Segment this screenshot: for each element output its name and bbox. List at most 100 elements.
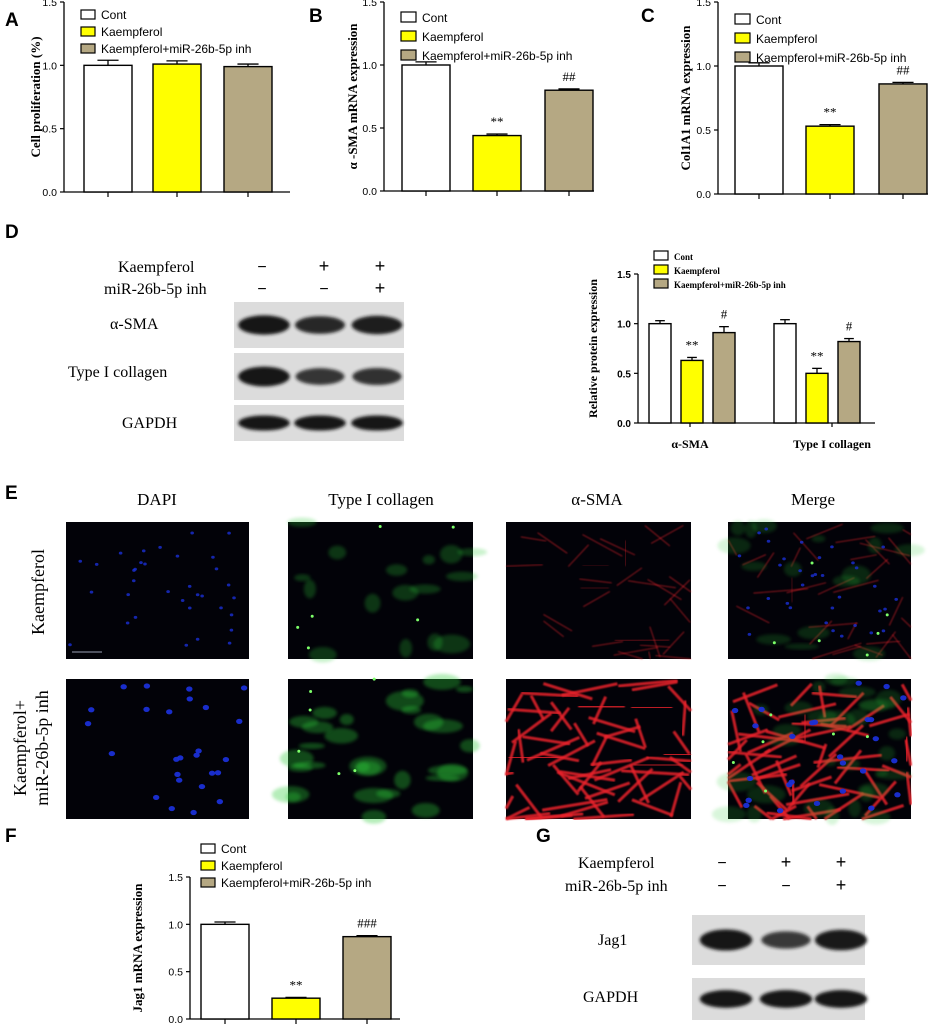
micro-nucleus [883,608,887,611]
micro-nucleus [95,563,99,566]
micro-nucleus [856,681,862,686]
micro-panel-1-0 [66,679,249,819]
blot-d-kaempferol-label: Kaempferol [118,259,195,276]
chart-b-legend-swatch-0 [401,12,416,22]
micro-collagen [839,686,876,697]
micro-panel-0-3 [718,519,925,661]
micro-nucleus [227,584,231,587]
chart-f-bar-0 [201,924,249,1019]
chart-d-legend-label-0: Cont [674,252,693,262]
blot-d-inhibitor-label: miR-26b-5p inh [104,281,207,298]
chart-c-legend-label-1: Kaempferol [756,32,817,46]
chart-f-ytick-label: 0.5 [168,967,183,979]
micro-nucleus [900,695,906,700]
micro-nucleus [132,579,136,582]
chart-d-bar-1-1-annotation: ** [811,348,824,363]
micro-nucleus [747,776,753,781]
micro-nucleus [188,585,192,588]
micro-fiber [506,773,514,775]
micro-nucleus [881,546,885,549]
micro-collagen [858,783,889,797]
microscopy-grid: DAPI Type I collagen α-SMA Merge Kaempfe… [10,490,925,825]
chart-f-legend-label-2: Kaempferol+miR-26b-5p inh [221,876,371,890]
micro-nucleus [230,613,234,616]
panel-letter-e: E [5,483,18,504]
panel-letter-g: G [536,826,551,847]
micro-row-kaempferol: Kaempferol [28,549,48,635]
micro-nucleus [882,629,886,632]
micro-nucleus [203,705,209,710]
blot-d-band-1-1 [296,368,345,385]
panel-letter-c: C [641,6,655,27]
micro-collagen [272,786,310,803]
micro-collagen [376,789,400,798]
micro-collagen [309,647,337,663]
chart-c-bar-2 [879,84,927,194]
chart-c-ylabel: Col1A1 mRNA expression [678,25,693,171]
chart-d-ytick-label: 0.0 [617,419,631,430]
chart-a-legend-swatch-0 [81,10,95,19]
chart-c-ytick-label: 0.0 [696,189,711,201]
micro-nucleus [132,569,136,572]
chart-d-legend-label-1: Kaempferol [674,266,720,276]
blot-d-sign-1-3: + [375,256,386,276]
micro-collagen-dot [307,646,310,649]
micro-nucleus [840,789,846,794]
chart-a-bar-0 [84,65,132,192]
micro-nucleus [865,717,871,722]
micro-col-dapi: DAPI [137,490,177,509]
micro-collagen [288,764,312,772]
micro-nucleus [143,563,147,566]
panel-letter-d: D [5,222,19,243]
micro-collagen [889,729,907,740]
chart-d-legend-label-2: Kaempferol+miR-26b-5p inh [674,280,786,290]
chart-f-legend-label-1: Kaempferol [221,859,282,873]
micro-nucleus [821,574,825,577]
micro-panel-1-1 [272,674,480,824]
micro-collagen-dot [762,740,765,743]
micro-collagen [328,546,346,560]
micro-nucleus [211,556,215,559]
chart-a-legend-label-0: Cont [101,8,127,22]
micro-collagen [409,584,440,593]
chart-a-legend-label-2: Kaempferol+miR-26b-5p inh [101,42,251,56]
micro-collagen [773,724,801,737]
micro-collagen [824,673,847,685]
chart-f-legend-swatch-0 [201,844,215,853]
micro-collagen-dot [832,733,835,736]
micro-collagen [718,537,751,554]
chart-f-ytick-label: 1.0 [168,919,183,931]
micro-nucleus [126,622,130,625]
micro-nucleus [752,723,758,728]
micro-panel-1-3 [712,673,912,825]
chart-c-legend-label-0: Cont [756,13,782,27]
blot-d-sign-1-1: − [257,259,266,276]
micro-nucleus [767,597,771,600]
micro-nucleus [144,683,150,688]
micro-nucleus [169,806,175,811]
micro-nucleus [199,784,205,789]
micro-nucleus [745,798,751,803]
micro-nucleus [831,607,835,610]
chart-f-legend-swatch-1 [201,861,215,870]
micro-nucleus [142,549,146,552]
micro-collagen [853,647,885,661]
chart-d-ytick-label: 0.5 [617,369,631,380]
micro-nucleus [228,642,232,645]
micro-nucleus [764,528,768,531]
micro-collagen [423,719,463,733]
micro-nucleus [743,803,749,808]
blot-d-sign-2-2: − [319,281,328,298]
blot-d-band-2-2 [351,415,403,430]
chart-b-ylabel: α -SMA mRNA expression [345,23,360,170]
chart-d-bar-1-1 [806,373,828,423]
micro-panel-1-2 [506,679,691,819]
micro-collagen-dot [379,525,382,528]
micro-nucleus [215,770,221,775]
micro-collagen [400,639,413,658]
blot-g-sign-1-2: + [781,852,792,872]
micro-nucleus [187,696,193,701]
micro-nucleus [184,644,188,647]
